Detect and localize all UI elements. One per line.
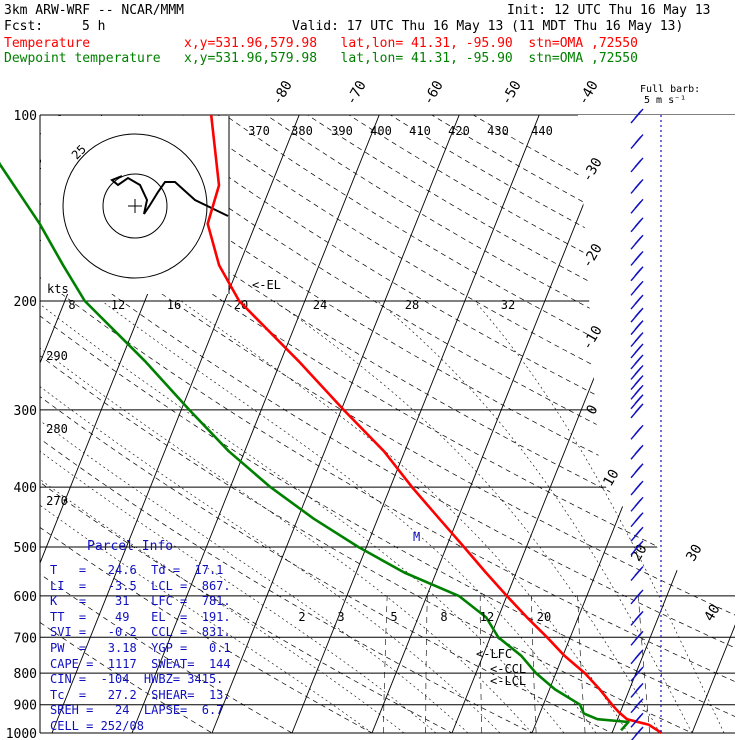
full-barb-units: 5 m s⁻¹ <box>644 95 686 106</box>
parcel-info-row: CIN = -104 HWBZ= 3415. <box>50 673 223 686</box>
theta-label: 290 <box>46 349 68 363</box>
pressure-tick-label: 500 <box>14 541 37 556</box>
wind-barb <box>631 590 643 604</box>
theta-label: 380 <box>291 124 313 138</box>
level-marker-label: M <box>413 530 420 544</box>
upper-right-mask <box>578 115 740 480</box>
wind-barb-feathers <box>631 527 643 541</box>
wind-barb <box>631 683 643 697</box>
pressure-tick-label: 600 <box>14 590 37 605</box>
theta-label: 280 <box>46 422 68 436</box>
wind-barb <box>631 611 643 625</box>
hodograph-speed-label: 20 <box>234 298 248 312</box>
wind-barb-feathers <box>631 667 643 681</box>
pressure-tick-label: 200 <box>14 295 37 310</box>
mixing-ratio-label: 5 <box>390 610 397 624</box>
parcel-info-row: Tc = 27.2 SHEAR= 13. <box>50 689 231 702</box>
wind-barb <box>631 650 643 664</box>
isotherm-line <box>372 115 619 733</box>
pressure-tick-label: 400 <box>14 481 37 496</box>
hodograph-speed-label: 24 <box>313 298 327 312</box>
parcel-info-panel: Parcel Info T = 24.6 Td = 17.1 LI = -3.5 … <box>40 538 230 738</box>
temperature-axis-label: -40 <box>575 78 602 108</box>
parcel-info-title: Parcel Info <box>87 539 173 554</box>
theta-label: 410 <box>409 124 431 138</box>
temperature-axis-label: -60 <box>420 78 447 108</box>
wind-barb-feathers <box>631 611 643 625</box>
parcel-info-row: PW = 3.18 YGP = 0.1 <box>50 642 231 655</box>
hodograph-units-label: kts <box>47 282 69 296</box>
wind-barb <box>631 527 643 541</box>
theta-label: 420 <box>448 124 470 138</box>
wind-barb-feathers <box>631 650 643 664</box>
hodograph-speed-label: 8 <box>68 298 75 312</box>
wind-barb-feathers <box>631 683 643 697</box>
pressure-tick-label: 100 <box>14 109 37 124</box>
theta-label: 440 <box>531 124 553 138</box>
parcel-info-row: CAPE = 1117 SWEAT= 144 <box>50 658 231 671</box>
parcel-info-row: SVI = -0.2 CCL = 831. <box>50 626 231 639</box>
parcel-info-row: SREH = 24 LAPSE= 6.7 <box>50 704 223 717</box>
parcel-info-row: LI = -3.5 LCL = 867. <box>50 580 231 593</box>
parcel-info-row: T = 24.6 Td = 17.1 <box>50 564 223 577</box>
wind-barb <box>631 667 643 681</box>
pressure-tick-label: 900 <box>14 699 37 714</box>
mixing-ratio-line <box>531 596 536 733</box>
wind-barb <box>631 699 643 713</box>
parcel-info-row: CELL = 252/08 <box>50 720 144 733</box>
pressure-tick-label: 300 <box>14 404 37 419</box>
hodograph-speed-label: 28 <box>405 298 419 312</box>
temperature-axis-label: -80 <box>269 78 296 108</box>
moist-adiabat <box>181 301 628 733</box>
hodograph-speed-label: 32 <box>501 298 515 312</box>
level-marker-label: <-LFC <box>476 647 512 661</box>
mixing-ratio-label: 8 <box>440 610 447 624</box>
isotherm-line <box>212 115 459 733</box>
wind-barb-feathers <box>631 590 643 604</box>
theta-label: 390 <box>331 124 353 138</box>
temperature-axis-label: 40 <box>701 602 723 625</box>
mixing-ratio-label: 3 <box>337 610 344 624</box>
pressure-tick-label: 800 <box>14 667 37 682</box>
pressure-tick-label: 1000 <box>6 727 37 740</box>
theta-label: 400 <box>370 124 392 138</box>
wind-barb-feathers <box>631 699 643 713</box>
mixing-ratio-label: 12 <box>480 610 494 624</box>
hodograph-speed-label: 16 <box>167 298 181 312</box>
mixing-ratio-line <box>426 596 428 733</box>
full-barb-label: Full barb: <box>640 84 700 95</box>
level-marker-label: <-LCL <box>490 674 526 688</box>
mixing-ratio-label: 2 <box>298 610 305 624</box>
temperature-axis-label: -70 <box>343 78 370 108</box>
middle-right-mask <box>600 480 740 590</box>
parcel-info-row: TT = 49 EL = 191. <box>50 611 231 624</box>
theta-label: 430 <box>487 124 509 138</box>
theta-label: 370 <box>248 124 270 138</box>
parcel-info-row: K = 31 LFC = 781. <box>50 595 231 608</box>
level-marker-label: <-EL <box>252 278 281 292</box>
theta-label: 270 <box>46 494 68 508</box>
mixing-ratio-label: 20 <box>537 610 551 624</box>
mixing-ratio-line <box>638 596 649 733</box>
hodograph-speed-label: 12 <box>111 298 125 312</box>
pressure-tick-label: 700 <box>14 631 37 646</box>
temperature-axis-label: -50 <box>498 78 525 108</box>
